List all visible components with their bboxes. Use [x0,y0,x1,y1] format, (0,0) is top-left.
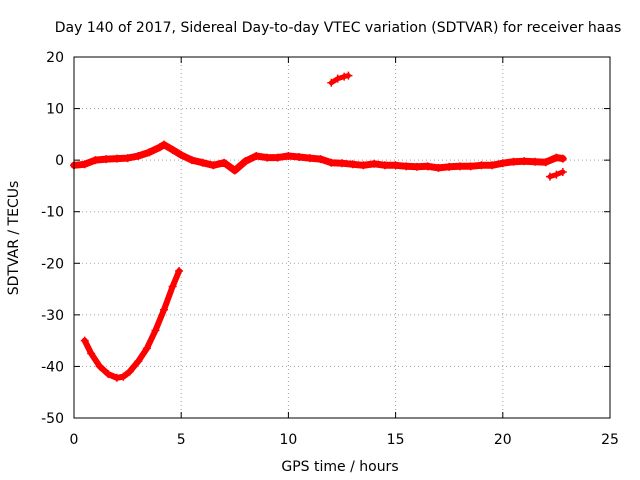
data-point [273,153,282,162]
y-tick-label: -30 [41,308,64,324]
data-point [338,159,346,168]
y-axis-label: SDTVAR / TECUs [6,181,22,296]
data-point [545,172,554,181]
data-point [252,152,261,161]
data-point [316,155,325,164]
data-point [477,161,486,170]
data-point [558,154,567,163]
data-point [142,344,151,353]
data-point [112,154,121,163]
data-point [402,162,411,171]
data-point [552,170,561,179]
data-point [262,153,271,162]
data-point [413,162,422,171]
data-point [160,305,169,314]
data-point [509,157,518,166]
data-point [370,159,379,168]
data-point [160,140,169,149]
data-point [348,160,357,169]
axis-ticks [73,56,611,419]
data-point [198,158,207,167]
data-point [455,162,464,171]
data-point [305,154,314,163]
data-point [151,326,160,335]
data-series [70,71,567,382]
data-point [168,145,177,154]
x-tick-label: 15 [387,432,405,448]
y-tick-label: 0 [55,153,64,169]
data-point [123,154,132,163]
data-point [541,158,550,167]
data-point [295,153,304,162]
data-point [104,370,113,379]
y-tick-label: -10 [41,205,64,221]
x-tick-label: 20 [494,432,512,448]
data-point [87,349,96,358]
y-tick-label: 10 [46,102,64,118]
data-point [80,160,89,169]
data-point [230,166,239,175]
data-point [327,158,336,167]
plot-frame [73,56,611,419]
data-point [552,153,561,162]
data-point [423,162,432,171]
data-point [112,373,121,382]
data-point [220,158,229,167]
data-point [466,162,475,171]
data-point [95,362,104,371]
y-tick-label: -50 [41,411,64,427]
x-tick-label: 5 [177,432,186,448]
data-point [333,74,342,83]
data-point [177,150,186,159]
data-point [80,336,89,345]
data-point [145,148,154,157]
data-point [558,168,567,177]
data-point [134,152,143,161]
data-point [209,161,218,170]
data-point [498,159,507,168]
data-point [434,163,443,172]
data-point [241,157,250,166]
data-point [102,155,111,164]
data-point [340,72,349,81]
data-point [125,367,134,376]
data-point [284,152,293,161]
data-point [155,143,164,152]
y-tick-label: -20 [41,256,64,272]
data-point [327,78,336,87]
data-point [488,161,497,170]
data-point [391,161,400,170]
x-axis-label: GPS time / hours [281,459,398,475]
data-point [91,156,100,165]
chart-title: Day 140 of 2017, Sidereal Day-to-day VTE… [55,20,622,36]
data-point [134,357,143,366]
data-point [187,156,196,165]
x-tick-label: 10 [279,432,297,448]
data-point [520,157,529,166]
data-point [445,162,454,171]
data-point [119,372,128,381]
tick-labels: 0 5 10 15 20 25 -50 -40 -30 -20 -10 0 10 20 [41,50,619,448]
data-point [168,282,177,291]
data-point [380,161,389,170]
y-tick-label: -40 [41,359,64,375]
data-point [359,161,368,170]
data-point [530,157,539,166]
y-tick-label: 20 [46,50,64,66]
data-point [175,267,184,276]
x-tick-label: 25 [601,432,619,448]
x-tick-label: 0 [70,432,79,448]
data-point [344,71,353,80]
